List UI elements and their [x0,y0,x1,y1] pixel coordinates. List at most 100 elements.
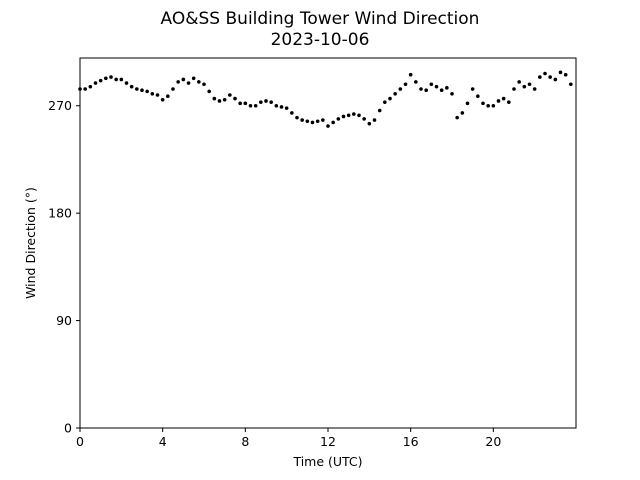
data-point [439,88,444,93]
data-point [403,82,408,87]
data-points [78,70,573,128]
data-point [331,120,335,125]
x-axis-label: Time (UTC) [292,454,362,469]
data-point [124,81,129,85]
data-point [274,103,279,108]
data-point [569,82,573,87]
data-point [393,92,397,96]
data-point [295,115,299,120]
data-point [434,84,439,89]
data-point [212,96,217,101]
data-point [150,92,155,96]
data-point [315,119,320,124]
data-point [367,121,372,126]
data-point [109,75,113,79]
data-point [346,113,351,118]
data-point [465,101,470,106]
data-point [222,97,227,102]
data-point [470,87,475,91]
data-point [155,93,160,97]
data-point [476,94,480,98]
data-point [383,100,387,104]
x-axis-ticks: 0 4 8 12 16 20 [76,428,501,449]
data-point [166,94,170,98]
data-point [527,82,532,87]
data-point [357,113,361,118]
x-tick-label: 8 [241,434,249,449]
data-point [501,96,506,101]
data-point [310,120,315,125]
data-point [352,112,356,116]
y-tick-label: 270 [48,98,72,113]
data-point [460,111,465,115]
data-point [243,101,248,106]
y-axis-label: Wind Direction (°) [23,187,38,299]
x-tick-label: 12 [320,434,336,449]
data-point [558,70,563,75]
data-point [424,88,428,93]
data-point [217,99,222,103]
data-point [160,97,165,102]
y-tick-label: 180 [48,206,72,221]
data-point [491,103,496,108]
data-point [481,101,485,106]
data-point [186,81,191,85]
data-point [326,124,330,128]
data-point [377,108,382,113]
data-point [129,84,134,89]
data-point [321,118,325,122]
data-point [532,87,537,91]
data-point [548,75,552,79]
data-point [181,77,186,82]
data-point [398,87,403,91]
data-point [259,100,263,104]
data-point [207,89,211,94]
data-point [450,92,454,96]
chart-title: AO&SS Building Tower Wind Direction [161,9,480,29]
data-point [197,80,201,84]
data-point [290,111,294,115]
x-tick-label: 0 [76,434,84,449]
data-point [445,86,449,90]
x-tick-label: 4 [159,434,167,449]
data-point [176,80,180,84]
data-point [114,77,118,82]
x-tick-label: 20 [485,434,501,449]
data-point [507,100,511,104]
data-point [543,71,547,76]
data-point [429,82,434,87]
data-point [104,76,108,81]
data-point [140,88,144,93]
data-point [305,119,310,124]
data-point [388,96,392,101]
y-tick-label: 90 [56,313,72,328]
data-point [253,103,258,108]
data-point [517,80,521,84]
data-point [202,82,206,87]
data-point [455,115,459,120]
data-point [171,87,175,91]
data-point [362,117,366,121]
y-tick-label: 0 [64,421,72,436]
data-point [486,103,490,108]
data-point [414,80,418,84]
data-point [233,96,237,101]
data-point [248,103,253,108]
data-point [93,81,98,85]
data-point [496,99,501,103]
data-point [336,117,341,121]
data-point [512,87,516,91]
data-point [228,93,232,97]
data-point [372,118,377,122]
plot-area [78,57,577,429]
data-point [145,89,149,94]
data-point [119,77,124,82]
data-point [98,78,103,83]
data-point [522,84,527,89]
data-point [563,72,568,77]
data-point [238,101,242,106]
data-point [553,77,558,82]
